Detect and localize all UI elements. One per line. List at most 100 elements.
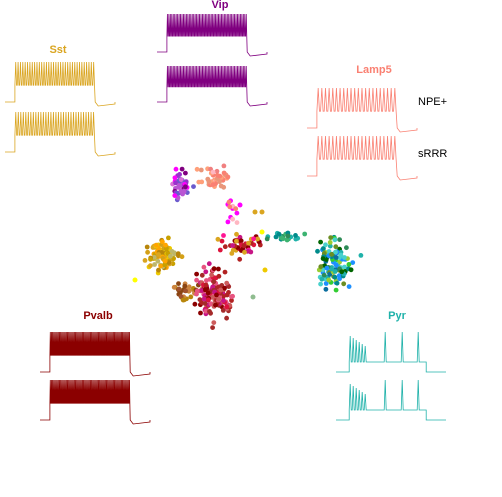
scatter-point <box>252 209 258 215</box>
scatter-point <box>230 216 236 222</box>
scatter-point <box>216 296 222 302</box>
scatter-point <box>259 209 265 215</box>
scatter-point <box>205 290 211 296</box>
scatter-point <box>225 219 231 225</box>
scatter-point <box>176 281 181 286</box>
scatter-point <box>248 249 254 255</box>
scatter-point <box>350 260 356 265</box>
scatter-point <box>194 288 200 294</box>
scatter-point <box>251 236 256 242</box>
scatter-point <box>221 163 227 169</box>
scatter-point <box>233 206 239 212</box>
scatter-point <box>224 292 230 298</box>
scatter-point <box>183 184 188 190</box>
scatter-point <box>332 237 338 243</box>
scatter-point <box>234 220 240 226</box>
scatter-point <box>320 256 326 261</box>
scatter-point <box>203 282 209 288</box>
scatter-point <box>153 242 159 248</box>
scatter-point <box>211 279 217 285</box>
scatter-point <box>255 236 260 242</box>
scatter-point <box>337 237 342 243</box>
scatter-point <box>207 309 212 314</box>
scatter-point <box>166 235 171 241</box>
scatter-point <box>203 269 209 275</box>
vip-label: Vip <box>212 0 229 11</box>
sst-label: Sst <box>49 44 66 56</box>
lamp5-trace-srrr <box>307 135 418 181</box>
scatter-point <box>221 184 227 190</box>
scatter-point <box>168 253 173 259</box>
scatter-point <box>334 280 340 286</box>
scatter-point <box>333 244 339 250</box>
scatter-point <box>348 267 354 273</box>
scatter-point <box>318 281 323 287</box>
scatter-point <box>217 179 222 185</box>
scatter-point <box>226 284 232 289</box>
scatter-point <box>333 249 338 255</box>
scatter-point <box>346 284 352 289</box>
scatter-point <box>319 276 325 282</box>
scatter-point <box>285 233 291 239</box>
pyr-trace-npe <box>336 331 446 373</box>
scatter-point <box>323 286 329 292</box>
scatter-point <box>342 255 347 260</box>
scatter-point <box>171 284 177 290</box>
scatter-point <box>172 193 178 199</box>
scatter-point <box>216 273 222 279</box>
scatter-point <box>145 249 151 255</box>
scatter-point <box>328 235 334 241</box>
scatter-point <box>329 252 334 257</box>
pvalb-label: Pvalb <box>83 310 113 322</box>
scatter-point <box>333 255 339 260</box>
scatter-point <box>323 281 329 286</box>
pvalb-trace-srrr <box>40 379 151 425</box>
scatter-point <box>173 180 179 186</box>
scatter-point <box>229 294 234 300</box>
scatter-point <box>210 325 216 330</box>
scatter-point <box>199 179 205 185</box>
sst-trace-srrr <box>5 111 116 157</box>
scatter-point <box>217 247 223 253</box>
scatter-point <box>142 258 148 263</box>
scatter-point <box>191 184 196 190</box>
scatter-point <box>180 297 186 303</box>
scatter-point <box>216 266 221 272</box>
vip-trace-srrr <box>157 65 268 107</box>
scatter-point <box>358 253 364 258</box>
scatter-point <box>346 262 352 267</box>
scatter-point <box>229 298 234 303</box>
scatter-point <box>213 302 218 308</box>
scatter-point <box>206 179 212 184</box>
scatter-point <box>194 166 200 172</box>
scatter-point <box>132 277 138 283</box>
sst-trace-npe <box>5 61 116 107</box>
scatter-point <box>158 263 164 269</box>
scatter-point <box>276 231 282 237</box>
scatter-point <box>163 242 168 248</box>
scatter-point <box>222 285 227 291</box>
scatter-point <box>152 262 158 267</box>
scatter-point <box>160 239 165 245</box>
scatter-point <box>246 240 251 246</box>
npe-label: NPE+ <box>418 96 447 108</box>
srrr-label: sRRR <box>418 148 447 160</box>
scatter-point <box>333 262 339 268</box>
scatter-point <box>148 256 153 262</box>
scatter-point <box>202 301 208 306</box>
scatter-point <box>215 236 221 242</box>
scatter-point <box>210 169 216 175</box>
scatter-point <box>209 272 215 278</box>
scatter-point <box>156 267 161 273</box>
scatter-point <box>201 296 207 302</box>
scatter-point <box>315 248 320 254</box>
scatter-point <box>214 168 220 174</box>
scatter-point <box>241 243 247 249</box>
scatter-point <box>230 243 236 248</box>
scatter-point <box>273 234 279 240</box>
scatter-point <box>324 265 330 271</box>
scatter-point <box>259 229 265 235</box>
scatter-point <box>162 258 168 264</box>
